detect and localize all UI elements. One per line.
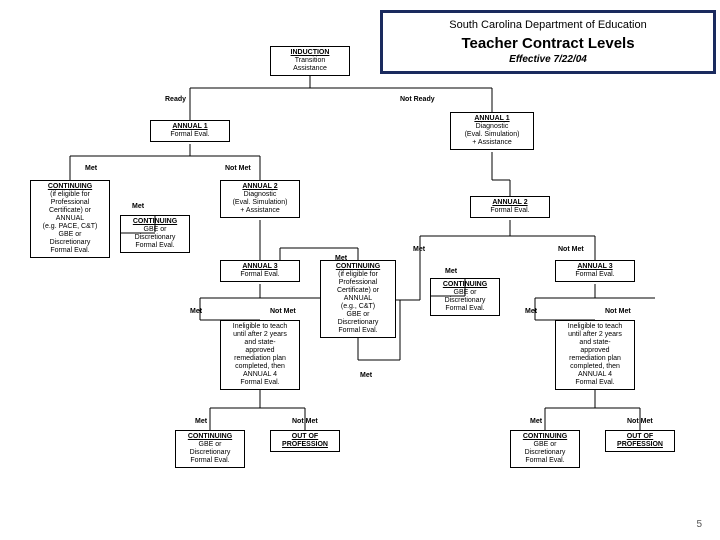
edge-label-1: Not Ready bbox=[400, 96, 435, 103]
header-eff: Effective 7/22/04 bbox=[393, 54, 703, 65]
node-contA-title: CONTINUING bbox=[34, 183, 106, 191]
node-contF-body: GBE orDiscretionaryFormal Eval. bbox=[514, 441, 576, 465]
node-ann3R: ANNUAL 3Formal Eval. bbox=[555, 260, 635, 282]
node-contC: CONTINUING(if eligible forProfessionalCe… bbox=[320, 260, 396, 338]
node-contD: CONTINUINGGBE orDiscretionaryFormal Eval… bbox=[430, 278, 500, 316]
node-contC-title: CONTINUING bbox=[324, 263, 392, 271]
header-title: Teacher Contract Levels bbox=[393, 35, 703, 52]
node-contF-title: CONTINUING bbox=[514, 433, 576, 441]
node-ann3R-body: Formal Eval. bbox=[559, 271, 631, 279]
node-contE: CONTINUINGGBE orDiscretionaryFormal Eval… bbox=[175, 430, 245, 468]
node-ann1R-body: Diagnostic(Eval. Simulation)+ Assistance bbox=[454, 123, 530, 147]
node-contA-body: (if eligible forProfessionalCertificate)… bbox=[34, 191, 106, 255]
node-ann1R-title: ANNUAL 1 bbox=[454, 115, 530, 123]
node-inelR-body: Ineligible to teachuntil after 2 yearsan… bbox=[559, 323, 631, 387]
node-contE-body: GBE orDiscretionaryFormal Eval. bbox=[179, 441, 241, 465]
node-ann1L: ANNUAL 1Formal Eval. bbox=[150, 120, 230, 142]
node-contA: CONTINUING(if eligible forProfessionalCe… bbox=[30, 180, 110, 258]
node-contB-body: GBE orDiscretionaryFormal Eval. bbox=[124, 226, 186, 250]
node-outR-title: OUT OFPROFESSION bbox=[609, 433, 671, 449]
node-contB-title: CONTINUING bbox=[124, 218, 186, 226]
node-ann1L-body: Formal Eval. bbox=[154, 131, 226, 139]
node-ann3L-title: ANNUAL 3 bbox=[224, 263, 296, 271]
edge-label-13: Met bbox=[360, 372, 372, 379]
edge-label-2: Met bbox=[85, 165, 97, 172]
node-contE-title: CONTINUING bbox=[179, 433, 241, 441]
node-contD-body: GBE orDiscretionaryFormal Eval. bbox=[434, 289, 496, 313]
edge-label-10: Not Met bbox=[270, 308, 296, 315]
node-ann2L: ANNUAL 2Diagnostic(Eval. Simulation)+ As… bbox=[220, 180, 300, 218]
node-ann1L-title: ANNUAL 1 bbox=[154, 123, 226, 131]
page-number: 5 bbox=[696, 519, 702, 530]
node-contD-title: CONTINUING bbox=[434, 281, 496, 289]
edge-label-6: Not Met bbox=[558, 246, 584, 253]
node-induction-body: TransitionAssistance bbox=[274, 57, 346, 73]
header-org: South Carolina Department of Education bbox=[393, 19, 703, 31]
edge-label-17: Not Met bbox=[627, 418, 653, 425]
edge-label-3: Not Met bbox=[225, 165, 251, 172]
node-inelL-body: Ineligible to teachuntil after 2 yearsan… bbox=[224, 323, 296, 387]
edge-label-8: Met bbox=[445, 268, 457, 275]
node-ann1R: ANNUAL 1Diagnostic(Eval. Simulation)+ As… bbox=[450, 112, 534, 150]
node-inelR: Ineligible to teachuntil after 2 yearsan… bbox=[555, 320, 635, 390]
node-outL-title: OUT OFPROFESSION bbox=[274, 433, 336, 449]
node-induction: INDUCTIONTransitionAssistance bbox=[270, 46, 350, 76]
node-ann2R-title: ANNUAL 2 bbox=[474, 199, 546, 207]
edge-label-7: Met bbox=[335, 255, 347, 262]
edge-label-5: Met bbox=[413, 246, 425, 253]
edge-label-16: Met bbox=[530, 418, 542, 425]
header-box: South Carolina Department of Education Te… bbox=[380, 10, 716, 74]
node-outL: OUT OFPROFESSION bbox=[270, 430, 340, 452]
node-ann3L: ANNUAL 3Formal Eval. bbox=[220, 260, 300, 282]
node-ann3L-body: Formal Eval. bbox=[224, 271, 296, 279]
node-ann2L-title: ANNUAL 2 bbox=[224, 183, 296, 191]
edge-label-15: Not Met bbox=[292, 418, 318, 425]
edge-label-11: Met bbox=[525, 308, 537, 315]
edge-label-4: Met bbox=[132, 203, 144, 210]
node-contC-body: (if eligible forProfessionalCertificate)… bbox=[324, 271, 392, 335]
node-contF: CONTINUINGGBE orDiscretionaryFormal Eval… bbox=[510, 430, 580, 468]
node-ann2R-body: Formal Eval. bbox=[474, 207, 546, 215]
node-ann3R-title: ANNUAL 3 bbox=[559, 263, 631, 271]
node-ann2L-body: Diagnostic(Eval. Simulation)+ Assistance bbox=[224, 191, 296, 215]
node-contB: CONTINUINGGBE orDiscretionaryFormal Eval… bbox=[120, 215, 190, 253]
edge-label-9: Met bbox=[190, 308, 202, 315]
edge-label-14: Met bbox=[195, 418, 207, 425]
node-ann2R: ANNUAL 2Formal Eval. bbox=[470, 196, 550, 218]
node-inelL: Ineligible to teachuntil after 2 yearsan… bbox=[220, 320, 300, 390]
edge-label-12: Not Met bbox=[605, 308, 631, 315]
edge-label-0: Ready bbox=[165, 96, 186, 103]
node-induction-title: INDUCTION bbox=[274, 49, 346, 57]
node-outR: OUT OFPROFESSION bbox=[605, 430, 675, 452]
